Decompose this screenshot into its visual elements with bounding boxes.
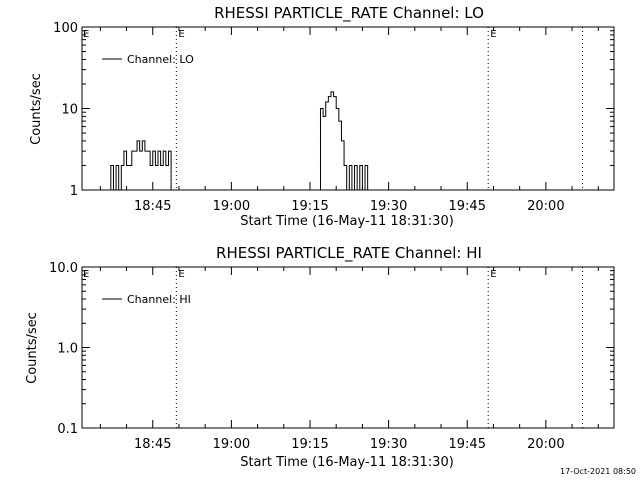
- generation-timestamp: 17-Oct-2021 08:50: [560, 467, 636, 476]
- y-tick-label: 100: [53, 21, 78, 36]
- x-axis-label: Start Time (16-May-11 18:31:30): [240, 455, 454, 470]
- event-lines: E EE: [83, 27, 584, 190]
- x-tick-label: 19:30: [370, 199, 407, 214]
- y-tick-label: 1: [70, 184, 78, 199]
- event-label: E: [178, 269, 184, 280]
- y-tick-label: 10: [61, 103, 78, 118]
- x-tick-label: 19:45: [449, 437, 486, 452]
- x-tick-label: 19:00: [213, 437, 250, 452]
- x-tick-label: 20:00: [527, 437, 564, 452]
- chart-title: RHESSI PARTICLE_RATE Channel: LO: [214, 4, 484, 23]
- hi-channel-chart: RHESSI PARTICLE_RATE Channel: HI Counts/…: [25, 244, 615, 470]
- x-axis-label: Start Time (16-May-11 18:31:30): [240, 214, 454, 229]
- data-series: [108, 91, 369, 191]
- event-label: E: [83, 269, 89, 280]
- x-ticks: 18:45 19:00 19:15 19:30 19:45 20:00: [99, 267, 599, 452]
- x-tick-label: 19:15: [291, 437, 328, 452]
- event-label: E: [490, 29, 496, 40]
- series-line: [108, 140, 172, 191]
- lo-channel-chart: RHESSI PARTICLE_RATE Channel: LO Counts/…: [29, 4, 615, 229]
- legend: Channel: HI: [102, 293, 191, 306]
- y-tick-label: 10.0: [49, 261, 78, 276]
- x-tick-label: 19:15: [291, 199, 328, 214]
- legend-label: Channel: HI: [127, 293, 191, 306]
- x-tick-label: 18:45: [134, 199, 171, 214]
- x-tick-label: 18:45: [134, 437, 171, 452]
- x-tick-label: 19:00: [213, 199, 250, 214]
- legend: Channel: LO: [102, 53, 194, 66]
- series-line: [317, 91, 369, 191]
- x-tick-label: 19:45: [449, 199, 486, 214]
- x-tick-label: 19:30: [370, 437, 407, 452]
- event-label: E: [178, 29, 184, 40]
- legend-label: Channel: LO: [127, 53, 194, 66]
- y-tick-label: 0.1: [57, 422, 78, 437]
- x-ticks: 18:45 19:00 19:15 19:30 19:45 20:00: [99, 27, 599, 214]
- chart-title: RHESSI PARTICLE_RATE Channel: HI: [216, 244, 482, 263]
- y-ticks: 0.1 1.0 10.0: [49, 261, 614, 437]
- y-ticks: 1 10 100: [53, 21, 614, 199]
- y-axis-label: Counts/sec: [29, 73, 44, 145]
- event-label: E: [490, 269, 496, 280]
- event-lines: E EE: [83, 267, 584, 428]
- y-tick-label: 1.0: [57, 342, 78, 357]
- event-label: E: [83, 29, 89, 40]
- y-axis-label: Counts/sec: [25, 312, 40, 384]
- plot-frame: [81, 266, 615, 429]
- x-tick-label: 20:00: [527, 199, 564, 214]
